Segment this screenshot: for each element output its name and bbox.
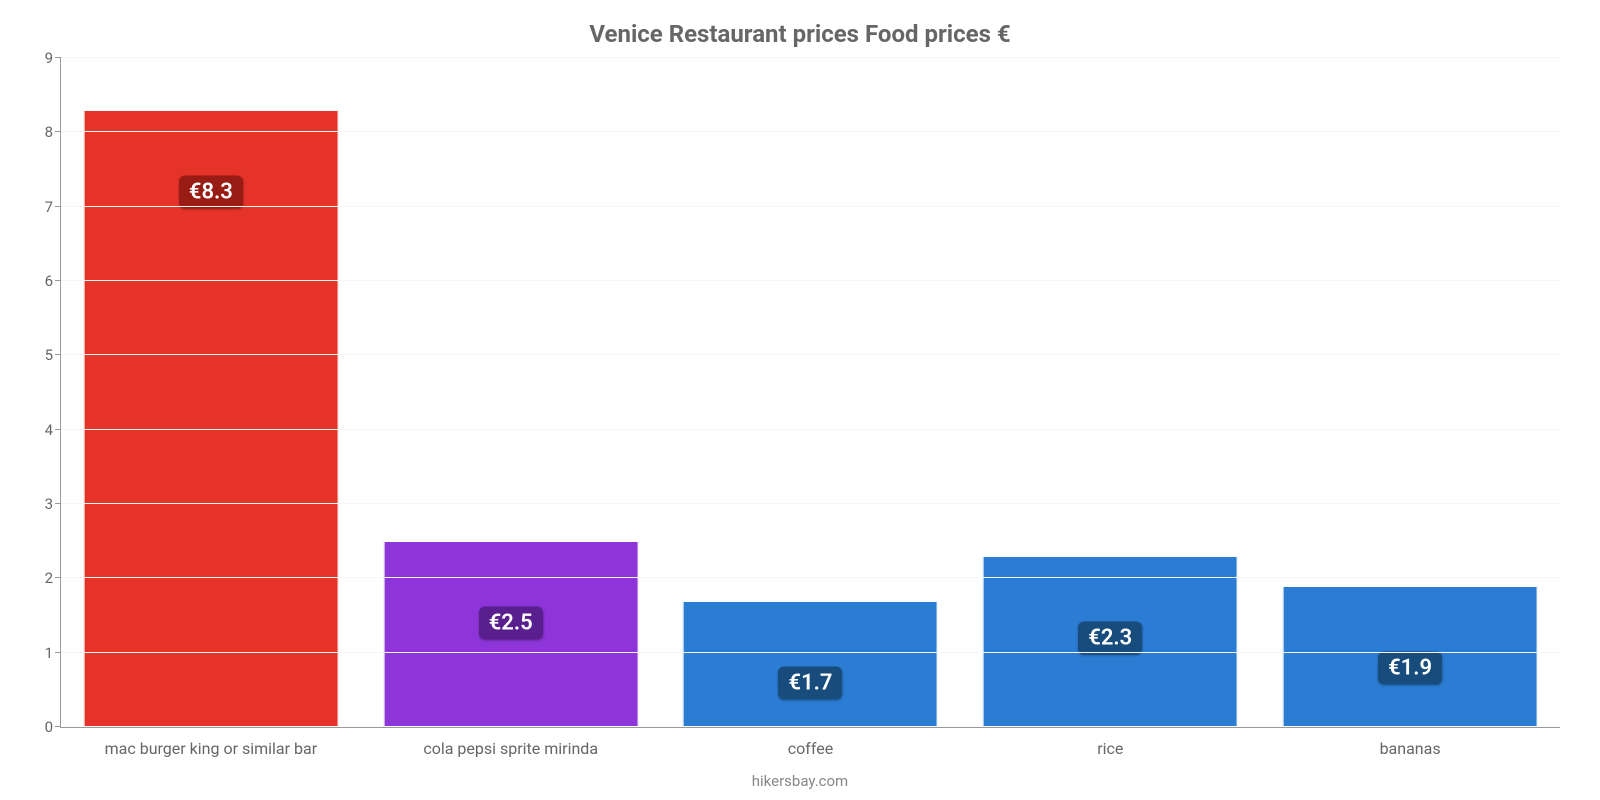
bar-value-label: €1.9	[1378, 651, 1442, 684]
x-tick-label: mac burger king or similar bar	[105, 727, 317, 758]
grid-line	[61, 206, 1560, 207]
bar-slot: €2.3rice	[960, 58, 1260, 727]
y-tick-mark	[55, 57, 61, 58]
bar-slot: €1.9bananas	[1260, 58, 1560, 727]
y-tick-mark	[55, 577, 61, 578]
y-tick-label: 1	[45, 644, 61, 662]
grid-line	[61, 577, 1560, 578]
grid-line	[61, 131, 1560, 132]
y-tick-label: 4	[45, 421, 61, 439]
y-tick-mark	[55, 354, 61, 355]
grid-line	[61, 652, 1560, 653]
grid-line	[61, 354, 1560, 355]
bar-slot: €1.7coffee	[661, 58, 961, 727]
chart-footer: hikersbay.com	[20, 772, 1580, 790]
y-tick-label: 9	[45, 49, 61, 67]
chart-title: Venice Restaurant prices Food prices €	[20, 20, 1580, 48]
bar-slot: €8.3mac burger king or similar bar	[61, 58, 361, 727]
grid-line	[61, 57, 1560, 58]
bar-value-label: €1.7	[779, 666, 843, 699]
y-tick-mark	[55, 503, 61, 504]
y-tick-label: 6	[45, 272, 61, 290]
plot-wrap: €8.3mac burger king or similar bar€2.5co…	[60, 58, 1560, 728]
bar-value-label: €8.3	[179, 176, 243, 209]
y-tick-label: 3	[45, 495, 61, 513]
x-tick-label: rice	[1097, 727, 1123, 758]
bar	[683, 601, 938, 727]
grid-line	[61, 280, 1560, 281]
bar-value-label: €2.3	[1078, 622, 1142, 655]
x-tick-label: coffee	[788, 727, 833, 758]
y-tick-label: 2	[45, 569, 61, 587]
y-tick-label: 7	[45, 198, 61, 216]
bars-row: €8.3mac burger king or similar bar€2.5co…	[61, 58, 1560, 727]
grid-line	[61, 503, 1560, 504]
y-tick-mark	[55, 652, 61, 653]
y-tick-mark	[55, 131, 61, 132]
y-tick-label: 0	[45, 718, 61, 736]
plot-area: €8.3mac burger king or similar bar€2.5co…	[60, 58, 1560, 728]
bar-slot: €2.5cola pepsi sprite mirinda	[361, 58, 661, 727]
y-tick-label: 5	[45, 346, 61, 364]
y-tick-mark	[55, 429, 61, 430]
bar-value-label: €2.5	[479, 607, 543, 640]
y-tick-label: 8	[45, 123, 61, 141]
y-tick-mark	[55, 280, 61, 281]
x-tick-label: bananas	[1380, 727, 1441, 758]
x-tick-label: cola pepsi sprite mirinda	[423, 727, 598, 758]
y-tick-mark	[55, 206, 61, 207]
y-tick-mark	[55, 726, 61, 727]
grid-line	[61, 429, 1560, 430]
chart-container: Venice Restaurant prices Food prices € €…	[0, 0, 1600, 800]
